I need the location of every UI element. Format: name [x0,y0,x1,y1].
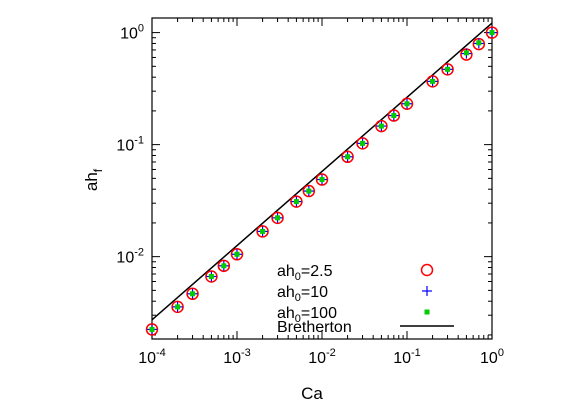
y-tick-label: 10-2 [116,247,144,267]
data-point [315,173,329,186]
data-point [260,228,266,234]
legend-label: ah0=100 [277,305,337,325]
x-tick-label: 10-4 [138,347,166,367]
bretherton-line-group [151,22,493,321]
bretherton-line [151,22,493,321]
data-point [400,97,414,111]
data-point [445,66,451,72]
data-point [186,287,199,301]
series-1 [145,26,499,336]
data-point [190,291,196,297]
legend-marker [424,309,430,315]
data-point [208,273,214,279]
data-point [275,215,281,221]
data-markers [145,26,499,336]
data-point [306,188,312,194]
data-point [489,30,495,36]
data-point [360,140,366,146]
data-point [171,300,184,314]
legend-marker [420,263,434,277]
x-tick-label: 10-1 [393,347,421,367]
series-3 [149,30,495,332]
legend-label: Bretherton [277,319,352,336]
data-point [387,109,401,122]
data-point [290,195,303,208]
data-point [426,75,439,88]
data-point [404,101,410,107]
data-point [430,78,436,84]
legend-label: ah0=10 [277,284,328,304]
data-point [378,123,384,129]
axis-ticks: 10-4 10-3 10-2 10-1 100 10-2 10-1 100 [116,18,504,367]
data-point [293,199,299,205]
data-point [391,113,397,119]
data-point [256,225,269,238]
legend-marker [422,286,432,296]
x-tick-label: 100 [480,347,504,367]
y-axis-label: ahf [82,168,105,191]
data-point [234,251,240,257]
data-point [341,150,354,164]
y-tick-label: 10-1 [116,135,144,155]
data-point [345,154,351,160]
data-point [145,323,159,336]
data-point [302,184,316,198]
x-axis-label: Ca [301,384,323,403]
data-point [221,263,227,269]
x-tick-label: 10-3 [223,347,251,367]
data-point [356,137,369,150]
data-point [175,304,181,310]
legend-label: ah0=2.5 [277,263,333,283]
data-point [441,63,454,76]
data-point [271,211,284,225]
data-point [319,177,325,183]
data-point [375,119,388,133]
data-point [205,270,218,283]
data-point [149,326,155,332]
data-point [463,50,469,56]
y-tick-label: 100 [120,23,144,43]
data-point [476,40,482,46]
data-point [217,259,231,273]
data-point [230,248,244,261]
x-tick-label: 10-2 [308,347,336,367]
data-point [485,26,499,39]
